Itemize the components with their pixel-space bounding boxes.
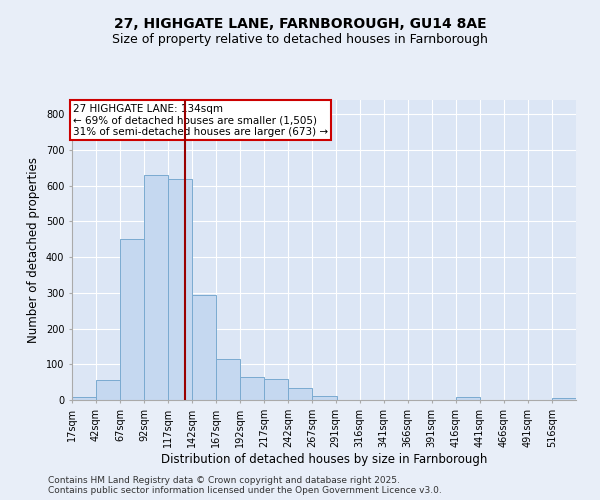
Bar <box>168 178 192 400</box>
Text: Size of property relative to detached houses in Farnborough: Size of property relative to detached ho… <box>112 32 488 46</box>
Bar <box>552 398 576 400</box>
Bar <box>120 240 144 400</box>
Bar <box>72 397 96 400</box>
Bar <box>216 359 241 400</box>
Bar <box>144 175 168 400</box>
X-axis label: Distribution of detached houses by size in Farnborough: Distribution of detached houses by size … <box>161 452 487 466</box>
Bar <box>96 380 120 400</box>
Bar <box>192 294 216 400</box>
Text: 27 HIGHGATE LANE: 134sqm
← 69% of detached houses are smaller (1,505)
31% of sem: 27 HIGHGATE LANE: 134sqm ← 69% of detach… <box>73 104 328 137</box>
Bar <box>265 378 289 400</box>
Text: Contains HM Land Registry data © Crown copyright and database right 2025.
Contai: Contains HM Land Registry data © Crown c… <box>48 476 442 495</box>
Y-axis label: Number of detached properties: Number of detached properties <box>28 157 40 343</box>
Bar <box>313 396 337 400</box>
Bar <box>241 377 265 400</box>
Bar <box>456 397 480 400</box>
Bar <box>289 388 313 400</box>
Text: 27, HIGHGATE LANE, FARNBOROUGH, GU14 8AE: 27, HIGHGATE LANE, FARNBOROUGH, GU14 8AE <box>113 18 487 32</box>
